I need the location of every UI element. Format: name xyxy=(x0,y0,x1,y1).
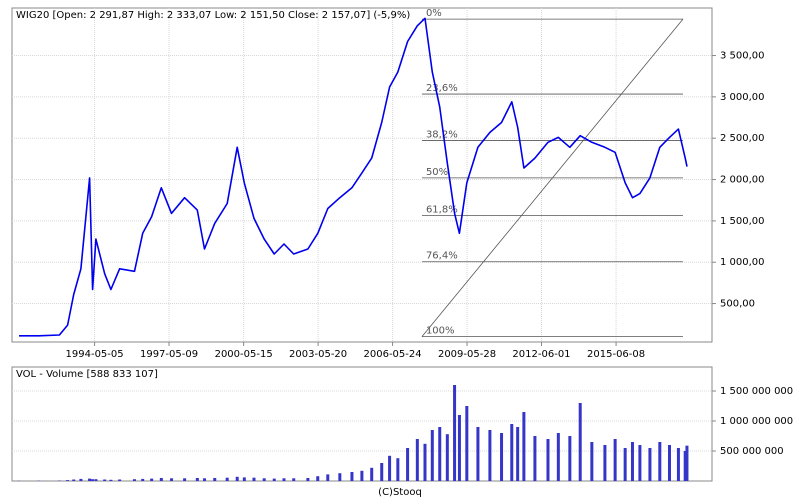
fib-level-label: 38,2% xyxy=(426,129,458,140)
y-tick-label: 2 500,00 xyxy=(720,133,765,144)
volume-bar xyxy=(360,471,363,481)
volume-bar xyxy=(292,478,295,481)
volume-bar xyxy=(465,406,468,481)
x-tick-label: 1994-05-05 xyxy=(66,349,124,360)
volume-bar xyxy=(416,439,419,481)
volume-bar xyxy=(557,433,560,481)
volume-bar xyxy=(488,430,491,481)
volume-bar xyxy=(370,468,373,481)
volume-bar xyxy=(72,480,75,482)
volume-bar xyxy=(203,478,206,481)
y-tick-label: 1 500,00 xyxy=(720,216,765,227)
x-tick-label: 2015-06-08 xyxy=(587,349,645,360)
panel-title: VOL - Volume [588 833 107] xyxy=(16,369,158,380)
volume-bar xyxy=(590,442,593,481)
x-tick-label: 2000-05-15 xyxy=(215,349,273,360)
volume-bar xyxy=(423,444,426,481)
volume-bar xyxy=(648,448,651,481)
volume-bar xyxy=(533,436,536,481)
volume-bar xyxy=(638,445,641,481)
volume-bar xyxy=(196,478,199,481)
volume-bar xyxy=(685,446,688,481)
volume-bar xyxy=(658,442,661,481)
volume-bar xyxy=(546,439,549,481)
volume-bar xyxy=(213,478,216,481)
volume-bar xyxy=(677,448,680,481)
volume-bar xyxy=(631,442,634,481)
y-tick-label: 500,00 xyxy=(720,299,755,310)
x-tick-label: 2003-05-20 xyxy=(289,349,347,360)
y-tick-label: 500 000 000 xyxy=(720,446,784,457)
volume-bar xyxy=(226,478,229,481)
y-tick-label: 3 000,00 xyxy=(720,92,765,103)
y-tick-label: 1 000 000 000 xyxy=(720,416,793,427)
volume-bar xyxy=(109,480,112,481)
fib-level-label: 0% xyxy=(426,8,442,19)
volume-bar xyxy=(516,427,519,481)
volume-bar xyxy=(500,433,503,481)
volume-bar xyxy=(510,424,513,481)
volume-bar xyxy=(252,478,255,481)
volume-bar xyxy=(150,479,153,481)
volume-bar xyxy=(350,472,353,481)
volume-bar xyxy=(326,474,329,481)
fib-level-label: 100% xyxy=(426,326,455,337)
volume-bar xyxy=(406,448,409,481)
volume-bar xyxy=(263,478,266,481)
volume-bar xyxy=(388,456,391,481)
y-tick-label: 1 000,00 xyxy=(720,257,765,268)
volume-bar xyxy=(380,463,383,481)
x-tick-label: 2012-06-01 xyxy=(512,349,570,360)
volume-bar xyxy=(438,427,441,481)
volume-bar xyxy=(183,478,186,481)
volume-bar xyxy=(118,480,121,482)
volume-bar xyxy=(306,478,309,481)
volume-bar xyxy=(603,445,606,481)
fib-level-label: 23,6% xyxy=(426,83,458,94)
volume-bar xyxy=(160,478,163,481)
volume-bar xyxy=(94,479,97,481)
volume-bar xyxy=(66,480,69,481)
x-tick-label: 2006-05-24 xyxy=(364,349,422,360)
volume-bar xyxy=(170,478,173,481)
volume-bar xyxy=(236,477,239,481)
volume-bar xyxy=(243,477,246,481)
panel-frame xyxy=(12,367,712,481)
volume-bar xyxy=(282,478,285,481)
volume-bar xyxy=(614,439,617,481)
volume-bar xyxy=(579,403,582,481)
x-tick-label: 1997-05-09 xyxy=(140,349,198,360)
fib-level-label: 50% xyxy=(426,167,448,178)
y-tick-label: 3 500,00 xyxy=(720,51,765,62)
volume-bar xyxy=(624,448,627,481)
panel-title: WIG20 [Open: 2 291,87 High: 2 333,07 Low… xyxy=(16,10,410,21)
volume-bar xyxy=(79,479,82,481)
panel-frame xyxy=(12,8,712,342)
volume-bar xyxy=(141,479,144,481)
volume-bar xyxy=(133,479,136,481)
volume-bar xyxy=(88,479,91,481)
volume-bar xyxy=(273,479,276,481)
volume-bar xyxy=(522,412,525,481)
fib-level-label: 76,4% xyxy=(426,251,458,262)
volume-bar xyxy=(668,445,671,481)
volume-bar xyxy=(568,436,571,481)
volume-bar xyxy=(91,479,94,481)
volume-bar xyxy=(431,430,434,481)
footer-credit: (C)Stooq xyxy=(378,487,422,498)
y-tick-label: 2 000,00 xyxy=(720,175,765,186)
volume-bar xyxy=(453,385,456,481)
volume-bar xyxy=(446,434,449,481)
volume-bar xyxy=(316,476,319,481)
volume-bar xyxy=(338,473,341,481)
volume-bar xyxy=(458,415,461,481)
volume-bar xyxy=(103,480,106,482)
volume-bar xyxy=(396,458,399,481)
x-tick-label: 2009-05-28 xyxy=(438,349,496,360)
y-tick-label: 1 500 000 000 xyxy=(720,386,793,397)
volume-bar xyxy=(476,427,479,481)
